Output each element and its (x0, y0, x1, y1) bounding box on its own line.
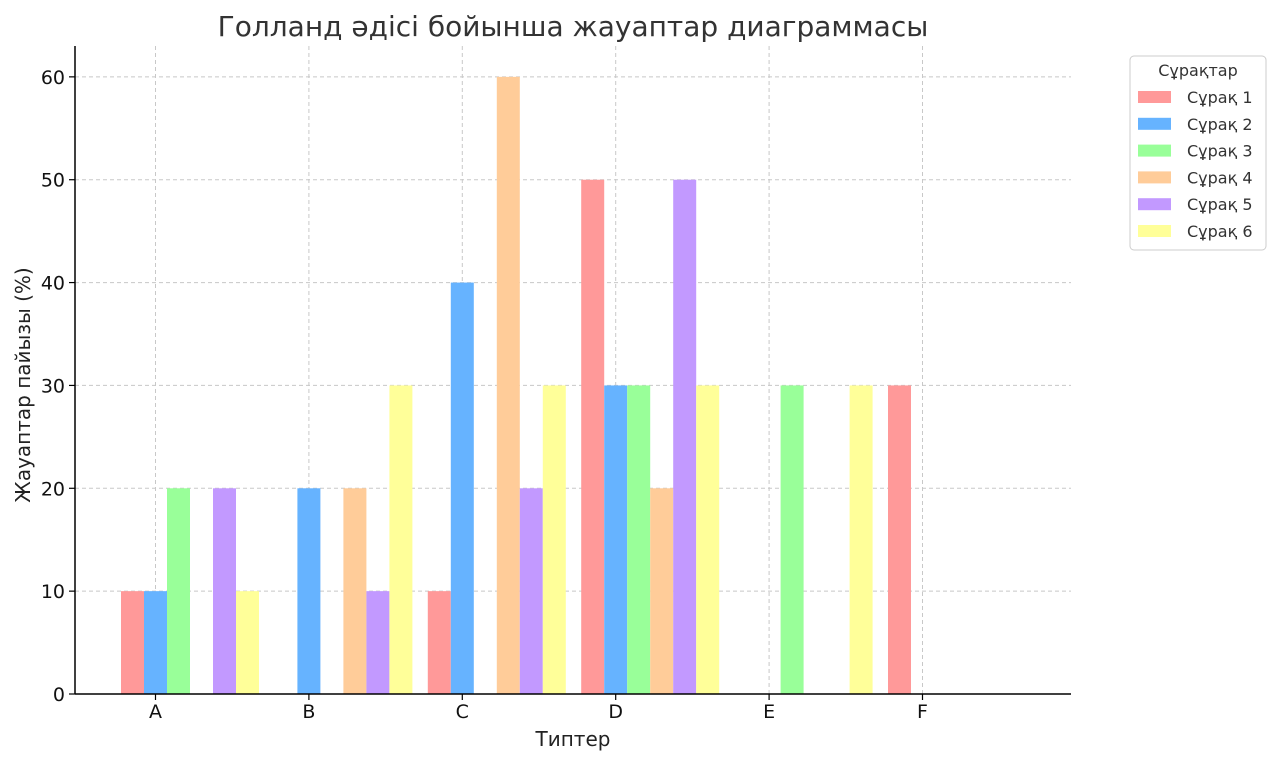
bar-b-series-2 (297, 488, 321, 694)
bar-d-series-5 (673, 179, 697, 694)
legend-label: Сұрақ 4 (1187, 168, 1253, 187)
tick-labels: 0 10 20 30 40 50 60 A B C D E F (41, 67, 928, 723)
legend-swatch (1138, 91, 1171, 103)
y-tick-label: 20 (41, 478, 65, 500)
legend-items: Сұрақ 1 Сұрақ 2 Сұрақ 3 Сұрақ 4 Сұрақ 5 Сұрақ… (1138, 88, 1253, 241)
bar-c-series-5 (519, 488, 543, 694)
bar-d-series-4 (650, 488, 674, 694)
legend-swatch (1138, 171, 1171, 184)
bar-a-series-5 (213, 488, 236, 694)
bar-a-series-1 (121, 591, 144, 694)
legend-label: Сұрақ 3 (1187, 142, 1253, 161)
legend-title: Сұрақтар (1158, 61, 1238, 80)
bar-c-series-6 (542, 385, 566, 694)
legend-swatch (1138, 144, 1171, 157)
legend-label: Сұрақ 5 (1187, 195, 1253, 214)
x-tick-label: A (149, 701, 162, 723)
x-tick-label: C (456, 701, 469, 723)
bar-d-series-2 (604, 385, 628, 694)
legend-swatch (1138, 198, 1171, 211)
y-tick-label: 40 (41, 273, 65, 295)
y-axis-label: Жауаптар пайызы (%) (11, 267, 35, 502)
bar-c-series-2 (450, 282, 474, 694)
bar-f-series-1 (888, 385, 911, 694)
bar-a-series-6 (236, 591, 259, 694)
legend-swatch (1138, 117, 1171, 130)
bar-a-series-3 (167, 488, 190, 694)
chart-title: Голланд әдісі бойынша жауаптар диаграмма… (218, 10, 929, 43)
bar-e-series-3 (780, 385, 804, 694)
y-tick-label: 0 (53, 684, 65, 706)
x-tick-label: E (763, 701, 775, 723)
x-tick-label: B (302, 701, 315, 723)
y-tick-label: 10 (41, 581, 65, 603)
bar-b-series-6 (389, 385, 413, 694)
x-axis-label: Типтер (535, 727, 611, 751)
bar-b-series-5 (366, 591, 390, 694)
y-tick-label: 30 (41, 375, 65, 397)
y-tick-label: 60 (41, 67, 65, 89)
legend-label: Сұрақ 2 (1187, 115, 1253, 134)
bar-c-series-1 (427, 591, 451, 694)
y-tick-label: 50 (41, 170, 65, 192)
bars (121, 76, 911, 695)
legend-swatch (1138, 225, 1171, 237)
x-tick-label: D (608, 701, 623, 723)
bar-d-series-1 (581, 179, 605, 694)
legend-label: Сұрақ 1 (1187, 88, 1253, 107)
bar-b-series-4 (343, 488, 367, 694)
bar-e-series-6 (849, 385, 873, 694)
x-tick-label: F (917, 701, 928, 723)
legend-label: Сұрақ 6 (1187, 222, 1253, 241)
bar-d-series-6 (696, 385, 720, 694)
bar-d-series-3 (627, 385, 651, 694)
bar-c-series-4 (496, 76, 520, 695)
axes (69, 46, 1071, 700)
bar-a-series-2 (144, 591, 167, 694)
